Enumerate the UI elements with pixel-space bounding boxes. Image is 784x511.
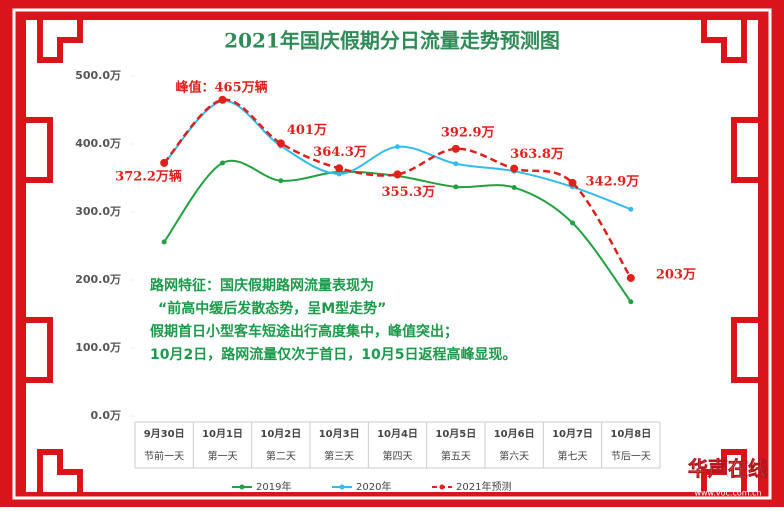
- annotation: “前高中缓后发散态势，呈M型走势”: [158, 300, 386, 317]
- point: [395, 144, 400, 150]
- frame-inner: [26, 20, 758, 492]
- point: [453, 184, 459, 190]
- annotation: 假期首日小型客车短途出行高度集中，峰值突出；: [150, 323, 458, 340]
- x-tick-label: 10月4日: [377, 428, 418, 440]
- point: [335, 164, 344, 173]
- data-label: 355.3万: [382, 185, 436, 200]
- x-tick-sublabel: 第三天: [324, 450, 354, 463]
- data-label: 363.8万: [510, 147, 564, 162]
- point: [161, 239, 167, 245]
- x-tick-sublabel: 第一天: [208, 450, 238, 463]
- watermark-url: www.voc.com.cn: [694, 489, 761, 498]
- data-label: 372.2万辆: [115, 168, 182, 184]
- x-tick-label: 10月8日: [610, 428, 651, 440]
- x-tick-label: 9月30日: [144, 428, 185, 440]
- annotation: 路网特征：国庆假期路网流量表现为: [150, 277, 374, 294]
- legend-label: 2020年: [356, 480, 391, 493]
- data-label: 342.9万: [586, 174, 640, 189]
- y-tick-label: 400.0万: [75, 137, 121, 150]
- point: [568, 178, 577, 187]
- x-tick-label: 10月2日: [260, 428, 301, 440]
- y-tick-label: 500.0万: [75, 69, 121, 82]
- y-tick-label: 300.0万: [75, 205, 121, 218]
- legend-marker: [339, 484, 345, 490]
- legend-label: 2019年: [256, 480, 291, 493]
- x-tick-sublabel: 第六天: [499, 450, 529, 463]
- data-label: 峰值：465万辆: [176, 79, 268, 95]
- point: [453, 161, 459, 167]
- point: [276, 139, 285, 148]
- x-tick-sublabel: 第五天: [441, 450, 471, 463]
- watermark: 华声在线: [688, 457, 768, 481]
- frame-ornament: [37, 20, 747, 492]
- y-tick-label: 0.0万: [91, 409, 122, 422]
- legend-marker: [239, 484, 245, 490]
- series-line: [163, 98, 632, 279]
- point: [336, 171, 342, 177]
- x-tick-sublabel: 第七天: [558, 450, 588, 463]
- point: [160, 158, 169, 167]
- point: [570, 220, 575, 226]
- point: [451, 144, 460, 153]
- x-tick-label: 10月6日: [494, 428, 535, 440]
- point: [628, 206, 634, 212]
- point: [218, 95, 227, 104]
- data-label: 203万: [656, 267, 696, 282]
- data-label: 401万: [287, 123, 327, 138]
- x-tick-label: 10月1日: [202, 428, 243, 440]
- point: [628, 299, 634, 305]
- frame-ornament: [26, 117, 758, 383]
- data-label: 392.9万: [441, 125, 495, 140]
- annotation: 10月2日，路网流量仅次于首日，10月5日返程高峰显现。: [150, 346, 516, 363]
- point: [220, 160, 225, 166]
- x-tick-label: 10月5日: [435, 428, 476, 440]
- x-tick-sublabel: 第四天: [383, 450, 413, 463]
- frame-line: [12, 8, 772, 500]
- point: [510, 164, 519, 173]
- y-tick-label: 200.0万: [75, 273, 121, 286]
- x-tick-sublabel: 节前一天: [144, 450, 184, 463]
- data-label: 364.3万: [313, 145, 367, 160]
- chart-title: 2021年国庆假期分日流量走势预测图: [224, 29, 560, 53]
- x-tick-label: 10月7日: [552, 428, 593, 440]
- point: [393, 170, 402, 179]
- point: [626, 273, 635, 282]
- point: [278, 178, 284, 184]
- y-tick-label: 100.0万: [75, 341, 121, 354]
- legend-marker: [439, 484, 445, 490]
- x-tick-sublabel: 第二天: [266, 450, 296, 463]
- series-line: [163, 100, 632, 211]
- x-tick-sublabel: 节后一天: [611, 451, 651, 463]
- point: [511, 185, 517, 191]
- legend-label: 2021年预测: [456, 480, 511, 493]
- x-tick-label: 10月3日: [319, 428, 360, 440]
